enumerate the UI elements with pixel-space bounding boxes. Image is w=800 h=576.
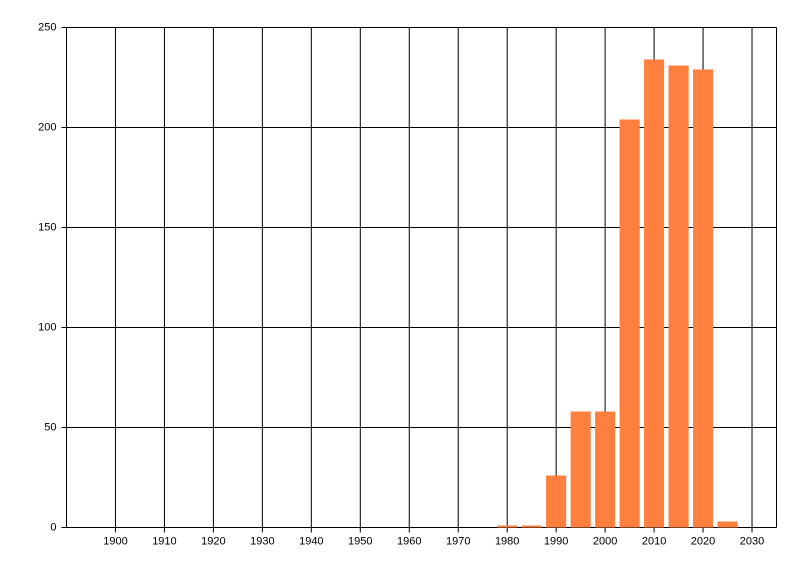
y-tick-label: 250 [38,21,56,33]
x-tick-label: 2010 [642,535,666,547]
x-tick-label: 1920 [201,535,225,547]
y-tick-label: 150 [38,221,56,233]
bar [619,119,640,528]
x-tick-label: 1960 [397,535,421,547]
bar [570,411,591,528]
x-tick-label: 1900 [103,535,127,547]
bar [497,525,518,528]
x-tick-label: 1950 [348,535,372,547]
x-tick-label: 1940 [299,535,323,547]
x-tick-label: 1970 [446,535,470,547]
bar [521,525,542,528]
x-tick-label: 1990 [544,535,568,547]
y-tick-label: 100 [38,321,56,333]
x-tick-label: 1930 [250,535,274,547]
x-tick-label: 2030 [740,535,764,547]
bar [644,59,665,528]
bar [668,65,689,528]
x-tick-label: 2020 [691,535,715,547]
y-tick-label: 200 [38,121,56,133]
x-tick-label: 2000 [593,535,617,547]
x-tick-label: 1980 [495,535,519,547]
bar [693,69,714,528]
bar [546,475,567,528]
bar [595,411,616,528]
bar [717,521,738,528]
y-tick-label: 50 [44,421,56,433]
x-tick-label: 1910 [152,535,176,547]
y-tick-label: 0 [50,521,56,533]
